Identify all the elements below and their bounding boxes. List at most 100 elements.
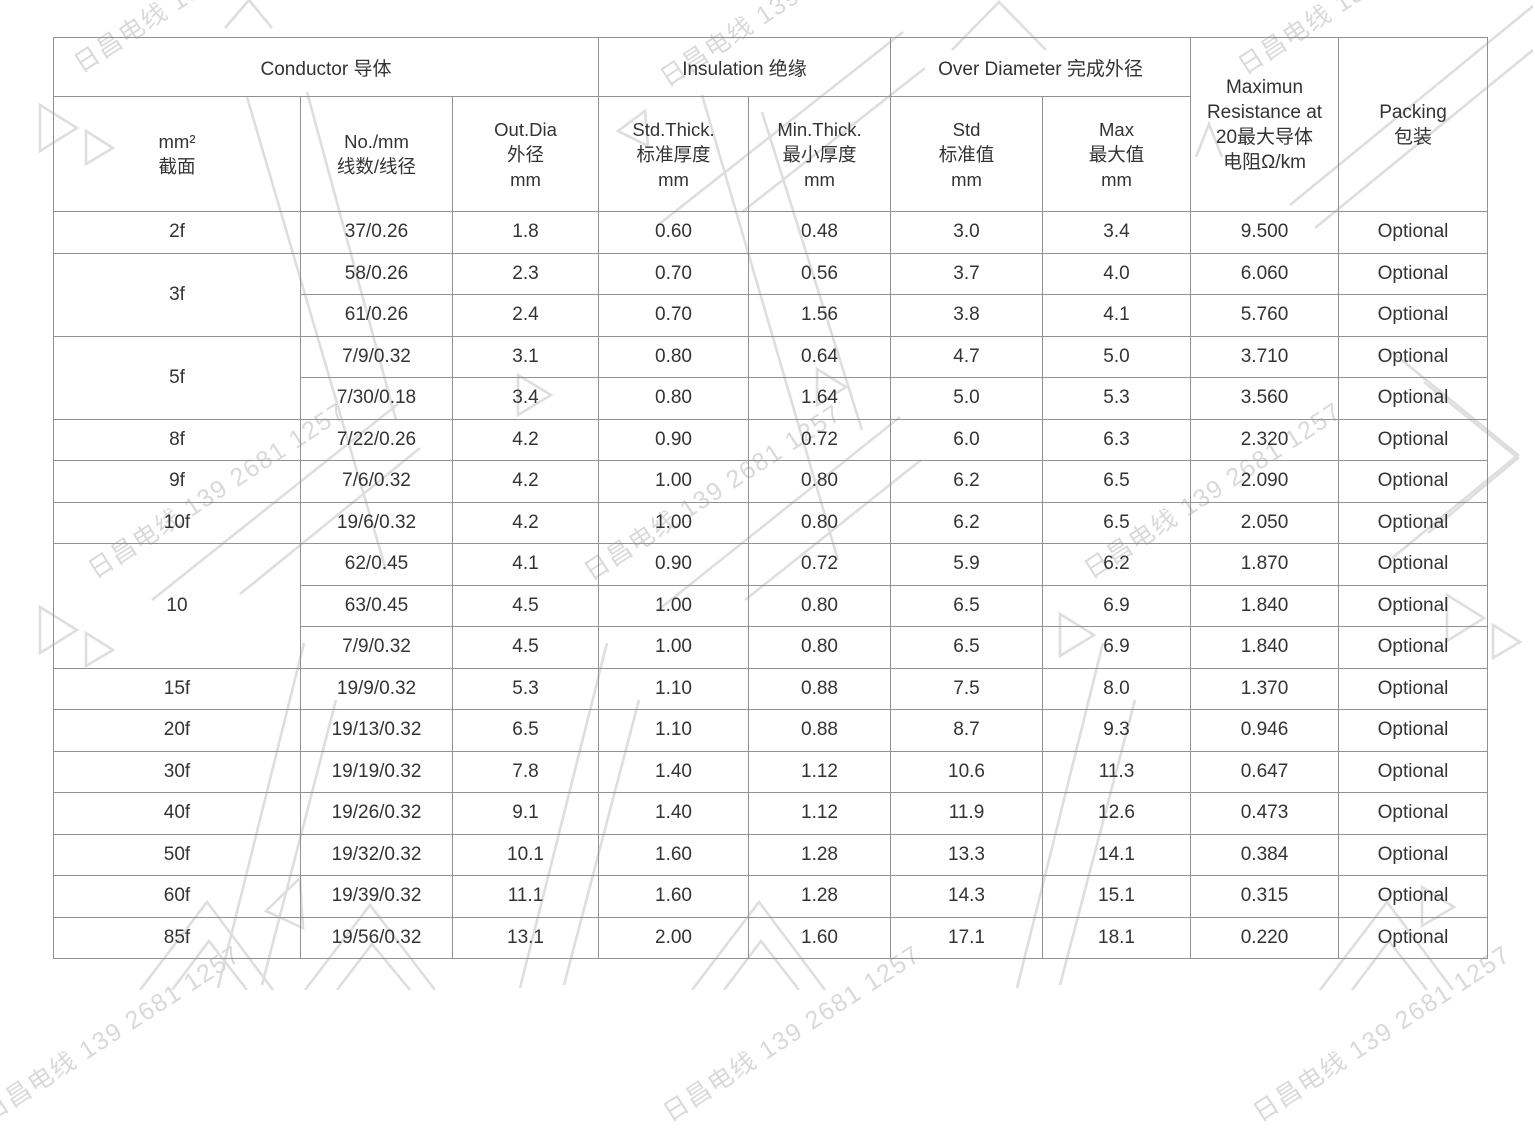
cell-resistance: 2.050 <box>1190 501 1339 544</box>
cell-std_thick: 1.60 <box>598 875 749 918</box>
cell-no_mm: 7/30/0.18 <box>300 377 453 420</box>
cell-no_mm: 7/6/0.32 <box>300 460 453 503</box>
header-line: 标准厚度 <box>636 143 711 165</box>
header-line: Std.Thick. <box>632 118 715 140</box>
cell-packing: Optional <box>1338 750 1488 793</box>
cell-resistance: 0.946 <box>1190 709 1339 752</box>
cell-od_std: 6.5 <box>890 626 1043 669</box>
cell-std_thick: 1.60 <box>598 833 749 876</box>
table-row: 15f 19/9/0.32 5.3 1.10 0.88 7.5 8.0 1.370 Option… <box>53 667 1488 710</box>
cell-packing: Optional <box>1338 294 1488 337</box>
header-line: mm <box>951 168 982 190</box>
cell-size: 30f <box>53 750 301 793</box>
cell-od_std: 3.8 <box>890 294 1043 337</box>
cell-no_mm: 62/0.45 <box>300 543 453 586</box>
cell-resistance: 3.560 <box>1190 377 1339 420</box>
cell-packing: Optional <box>1338 543 1488 586</box>
cell-out_dia: 4.2 <box>452 501 599 544</box>
cell-size: 20f <box>53 709 301 752</box>
header-line: 包装 <box>1393 126 1432 148</box>
cell-od_max: 6.9 <box>1042 584 1191 627</box>
cell-packing: Optional <box>1338 792 1488 835</box>
header-line: 20最大导体 <box>1215 126 1314 148</box>
cell-size: 85f <box>53 916 301 959</box>
cell-od_std: 8.7 <box>890 709 1043 752</box>
column-group-2: Over Diameter 完成外径 <box>890 37 1191 97</box>
cell-min_thick: 0.88 <box>748 709 891 752</box>
header-line: 电阻Ω/km <box>1223 151 1306 173</box>
cell-resistance: 0.384 <box>1190 833 1339 876</box>
cell-od_max: 14.1 <box>1042 833 1191 876</box>
cell-od_max: 15.1 <box>1042 875 1191 918</box>
column-header-size: mm² 截面 <box>53 96 301 212</box>
column-header-packing: Packing 包装 <box>1338 37 1488 212</box>
cell-packing: Optional <box>1338 875 1488 918</box>
table-row: 30f 19/19/0.32 7.8 1.40 1.12 10.6 11.3 0.647 Opt… <box>53 750 1488 793</box>
cell-no_mm: 7/22/0.26 <box>300 418 453 461</box>
cell-std_thick: 2.00 <box>598 916 749 959</box>
cell-out_dia: 3.1 <box>452 335 599 378</box>
table-row: 8f 7/22/0.26 4.2 0.90 0.72 6.0 6.3 2.320 Optiona… <box>53 418 1488 461</box>
cell-packing: Optional <box>1338 916 1488 959</box>
cell-packing: Optional <box>1338 584 1488 627</box>
cell-od_max: 9.3 <box>1042 709 1191 752</box>
cell-packing: Optional <box>1338 501 1488 544</box>
cell-od_max: 6.3 <box>1042 418 1191 461</box>
cell-out_dia: 11.1 <box>452 875 599 918</box>
cell-std_thick: 0.70 <box>598 294 749 337</box>
cell-no_mm: 19/6/0.32 <box>300 501 453 544</box>
cell-od_std: 5.9 <box>890 543 1043 586</box>
header-line: Max <box>1099 118 1134 140</box>
cell-od_std: 6.2 <box>890 460 1043 503</box>
cell-out_dia: 4.1 <box>452 543 599 586</box>
table-row: 61/0.26 2.4 0.70 1.56 3.8 4.1 5.760 Optional <box>54 294 1488 337</box>
header-line: mm² <box>158 131 196 152</box>
header-line: Min.Thick. <box>777 118 862 140</box>
cell-od_max: 6.9 <box>1042 626 1191 669</box>
cell-resistance: 1.840 <box>1190 584 1339 627</box>
cell-out_dia: 4.5 <box>452 626 599 669</box>
cell-od_max: 6.5 <box>1042 501 1191 544</box>
cell-min_thick: 0.80 <box>748 626 891 669</box>
cell-min_thick: 0.56 <box>748 252 891 295</box>
cell-size: 9f <box>53 460 301 503</box>
cell-packing: Optional <box>1338 211 1488 254</box>
cell-std_thick: 1.40 <box>598 792 749 835</box>
group-header-row: Conductor 导体 Insulation 绝缘 Over Diameter 完… <box>53 37 1488 212</box>
cell-od_std: 6.0 <box>890 418 1043 461</box>
table-header: Conductor 导体 Insulation 绝缘 Over Diameter 完… <box>53 37 1488 212</box>
column-header-od_max: Max 最大值 mm <box>1042 96 1191 212</box>
header-line: No./mm <box>344 131 409 152</box>
cell-out_dia: 4.5 <box>452 584 599 627</box>
cell-size: 40f <box>53 792 301 835</box>
table-row: 2f 37/0.26 1.8 0.60 0.48 3.0 3.4 9.500 Optional <box>53 211 1488 254</box>
cell-min_thick: 0.72 <box>748 543 891 586</box>
cell-od_max: 5.0 <box>1042 335 1191 378</box>
table-row: 20f 19/13/0.32 6.5 1.10 0.88 8.7 9.3 0.946 Optio… <box>53 709 1488 752</box>
cell-std_thick: 1.40 <box>598 750 749 793</box>
header-line: 线数/线径 <box>336 156 417 177</box>
cell-od_std: 3.7 <box>890 252 1043 295</box>
cell-od_std: 10.6 <box>890 750 1043 793</box>
cell-packing: Optional <box>1338 460 1488 503</box>
table-row: 60f 19/39/0.32 11.1 1.60 1.28 14.3 15.1 0.315 Op… <box>53 875 1488 918</box>
cell-od_std: 13.3 <box>890 833 1043 876</box>
spec-table: Conductor 导体 Insulation 绝缘 Over Diameter 完… <box>53 37 1488 959</box>
header-line: Resistance at <box>1206 101 1323 123</box>
header-line: 截面 <box>158 156 196 177</box>
table-row: 5f 7/9/0.32 3.1 0.80 0.64 4.7 5.0 3.710 Optional <box>53 335 1488 420</box>
cell-od_max: 8.0 <box>1042 667 1191 710</box>
cell-min_thick: 0.88 <box>748 667 891 710</box>
cell-out_dia: 10.1 <box>452 833 599 876</box>
cell-out_dia: 4.2 <box>452 418 599 461</box>
cell-std_thick: 0.90 <box>598 543 749 586</box>
cell-od_max: 18.1 <box>1042 916 1191 959</box>
cell-out_dia: 3.4 <box>452 377 599 420</box>
cell-od_max: 6.2 <box>1042 543 1191 586</box>
cell-size: 10 <box>53 543 301 669</box>
cell-no_mm: 19/56/0.32 <box>300 916 453 959</box>
header-line: Std <box>952 118 981 140</box>
header-line: Maximun <box>1225 76 1304 98</box>
cell-od_max: 4.1 <box>1042 294 1191 337</box>
cell-no_mm: 19/26/0.32 <box>300 792 453 835</box>
